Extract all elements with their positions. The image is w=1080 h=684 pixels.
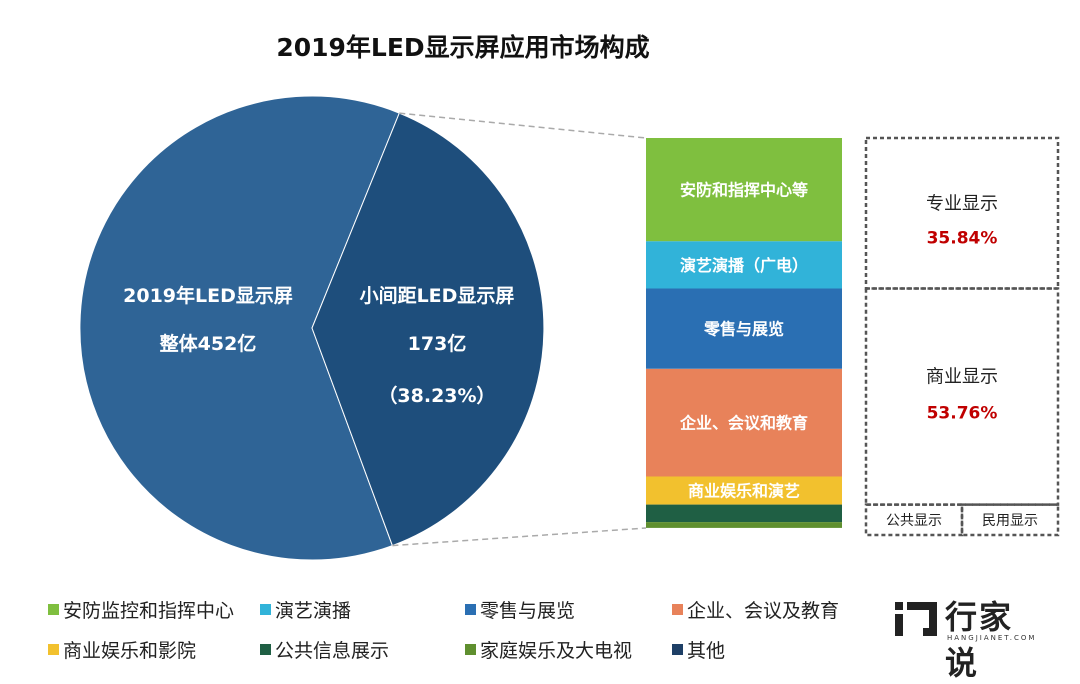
stack-segment-label: 企业、会议和教育 [679,414,808,433]
brand-logo: 行家说 HANGJIANET.COM [893,596,1043,682]
legend-swatch [260,644,271,655]
legend-label: 安防监控和指挥中心 [63,600,235,622]
group-label-civil: 民用显示 [982,513,1038,529]
legend-swatch [672,644,683,655]
legend-swatch [465,604,476,615]
logo-text: 行家说 [945,598,1014,682]
group-label-commercial: 商业显示 [926,367,998,388]
stack-segment-label: 零售与展览 [703,320,784,339]
legend-item: 公共信息展示 [260,636,465,663]
stack-segment [646,241,842,289]
stack-segment-label: 演艺演播（广电） [680,256,808,275]
legend-swatch [48,644,59,655]
brand-mark-icon [895,602,937,636]
pie-total-label: 2019年LED显示屏 [123,284,293,307]
legend-item: 零售与展览 [465,596,672,623]
group-label-public: 公共显示 [886,513,942,529]
group-percent-commercial: 53.76% [927,404,998,424]
connector-lines [392,112,647,547]
group-label-professional: 专业显示 [926,193,998,214]
legend-item: 演艺演播 [260,596,465,623]
logo-subtext: HANGJIANET.COM [947,634,1037,642]
legend-item: 其他 [672,636,725,663]
connector-bottom [392,527,647,547]
group-percent-professional: 35.84% [927,228,998,248]
group-box-professional [864,136,1060,290]
legend-item: 家庭娱乐及大电视 [465,636,672,663]
legend-swatch [465,644,476,655]
legend-swatch [260,604,271,615]
stack-segment [646,504,842,523]
stack-segment [646,522,842,528]
legend-label: 公共信息展示 [275,640,390,662]
stack-segment [646,138,842,242]
category-group-boxes: 专业显示 35.84% 商业显示 53.76% 公共显示 民用显示 [864,136,1060,537]
group-box-commercial [864,287,1060,506]
legend-swatch [672,604,683,615]
legend-label: 家庭娱乐及大电视 [480,640,633,662]
stack-segment-label: 商业娱乐和演艺 [688,482,800,501]
connector-top [399,112,647,139]
legend-swatch [48,604,59,615]
legend-label: 零售与展览 [480,600,576,622]
legend-label: 商业娱乐和影院 [63,640,197,662]
stack-segment [646,288,842,369]
legend-row-1: 安防监控和指挥中心 演艺演播 零售与展览 企业、会议及教育 [48,596,839,623]
pie-slice-value: 173亿 [408,332,467,355]
pie-total-value: 整体452亿 [160,332,257,355]
legend-label: 其他 [687,640,726,662]
pie-slice-highlight [311,112,545,547]
pie-slice-other [79,95,400,561]
stack-segment [646,368,842,477]
stack-segment-label: 安防和指挥中心等 [680,181,808,200]
pie-slice-label: 小间距LED显示屏 [360,285,515,307]
pie-slice-percent: （38.23%） [378,384,495,407]
legend-row-2: 商业娱乐和影院 公共信息展示 家庭娱乐及大电视 其他 [48,636,725,663]
chart-title: 2019年LED显示屏应用市场构成 [276,33,649,62]
legend-label: 演艺演播 [275,600,352,622]
legend-label: 企业、会议及教育 [687,600,840,622]
legend-item: 企业、会议及教育 [672,596,839,623]
stack-segment [646,476,842,505]
legend-item: 商业娱乐和影院 [48,636,260,663]
legend-item: 安防监控和指挥中心 [48,596,260,623]
